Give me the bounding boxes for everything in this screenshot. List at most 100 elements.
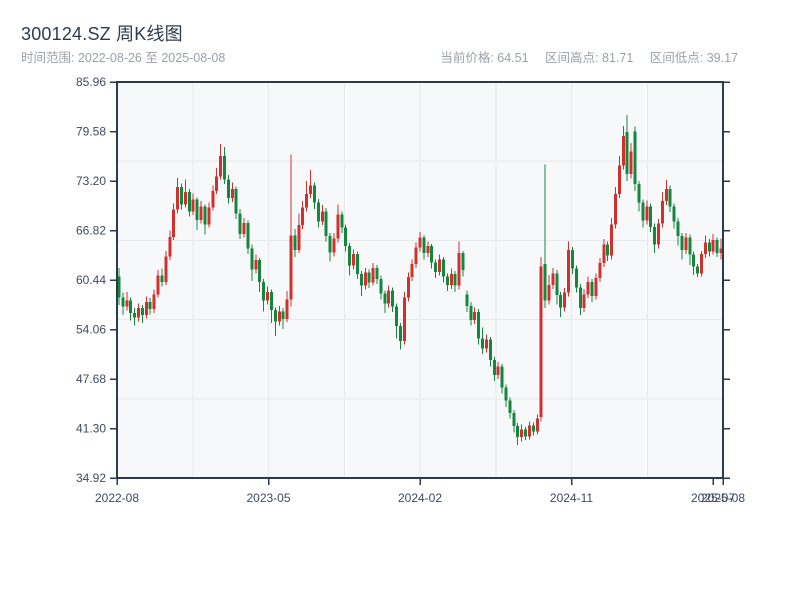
candle-down (606, 241, 610, 261)
candle-up (336, 204, 340, 243)
candle-up (602, 239, 606, 268)
page-title: 300124.SZ 周K线图 (21, 24, 183, 44)
x-tick-label: 2024-02 (398, 491, 442, 505)
candle-body (539, 266, 543, 417)
candle-down (223, 146, 227, 185)
candle-body (641, 202, 645, 221)
candle-body (586, 281, 590, 295)
candle-body (211, 191, 215, 208)
y-tick-label: 85.96 (76, 75, 106, 89)
candle-body (543, 264, 547, 301)
candle-body (316, 202, 320, 222)
candle-body (610, 224, 614, 256)
candle-up (527, 421, 531, 440)
candle-body (180, 187, 184, 205)
candle-up (617, 156, 621, 199)
candle-body (629, 151, 633, 175)
candle-down (187, 188, 191, 217)
candle-down (312, 182, 316, 209)
candle-body (484, 339, 488, 349)
candle-body (422, 237, 426, 254)
candle-body (418, 237, 422, 248)
candle-body (297, 225, 301, 251)
candle-down (355, 251, 359, 279)
candle-body (602, 244, 606, 264)
candle-down (453, 271, 457, 292)
candle-body (125, 300, 129, 307)
candle-body (160, 275, 164, 282)
candle-body (496, 366, 500, 375)
candle-up (664, 180, 668, 206)
candle-down (481, 327, 485, 355)
candle-body (500, 366, 504, 388)
candle-body (696, 266, 700, 274)
candle-up (645, 200, 649, 225)
candle-up (473, 307, 477, 324)
candle-down (543, 164, 547, 309)
candle-body (195, 199, 199, 220)
candle-down (461, 250, 465, 277)
candle-body (262, 281, 266, 301)
candle-down (559, 291, 563, 317)
candle-body (226, 179, 230, 199)
candle-up (266, 286, 270, 305)
candle-up (305, 181, 309, 212)
candle-up (183, 179, 187, 208)
candle-up (621, 125, 625, 170)
candle-body (574, 268, 578, 288)
candle-body (613, 194, 617, 225)
candle-up (406, 272, 410, 302)
candle-up (567, 241, 571, 297)
candle-body (395, 306, 399, 327)
candle-body (430, 246, 434, 263)
candle-down (348, 243, 352, 276)
candle-down (477, 309, 481, 345)
candle-down (441, 257, 445, 283)
candle-down (293, 229, 297, 258)
x-tick-label: 2024-11 (550, 491, 593, 505)
candle-down (555, 270, 559, 305)
candle-body (309, 185, 313, 195)
candle-down (250, 244, 254, 282)
candle-body (246, 222, 250, 249)
candle-body (711, 239, 715, 252)
candle-up (629, 142, 633, 179)
candle-body (328, 236, 332, 253)
candle-body (183, 191, 187, 205)
candle-body (164, 256, 168, 282)
candle-down (668, 185, 672, 213)
candle-body (656, 223, 660, 245)
candle-body (277, 311, 281, 322)
candle-up (711, 233, 715, 255)
candle-body (492, 360, 496, 375)
candle-body (559, 295, 563, 308)
candle-body (527, 425, 531, 437)
candle-body (578, 287, 582, 309)
candle-down (328, 232, 332, 262)
candle-body (320, 211, 324, 222)
candle-body (172, 209, 176, 237)
candle-body (348, 246, 352, 266)
candle-body (273, 309, 277, 322)
candle-up (191, 193, 195, 216)
candle-down (203, 204, 207, 235)
candle-up (285, 291, 289, 323)
candle-down (633, 126, 637, 192)
candle-up (176, 177, 180, 214)
candle-body (312, 185, 316, 203)
candle-down (344, 224, 348, 252)
candle-down (129, 297, 133, 321)
candle-body (238, 213, 242, 234)
candle-body (547, 284, 551, 301)
candle-up (703, 235, 707, 258)
candle-body (664, 188, 668, 202)
candle-down (488, 336, 492, 367)
x-tick-label: 2023-05 (246, 491, 290, 505)
candle-body (504, 387, 508, 401)
candle-down (422, 235, 426, 260)
candle-down (649, 203, 653, 233)
candle-up (684, 232, 688, 254)
candle-body (594, 277, 598, 296)
candle-body (582, 294, 586, 309)
candle-down (625, 114, 629, 181)
